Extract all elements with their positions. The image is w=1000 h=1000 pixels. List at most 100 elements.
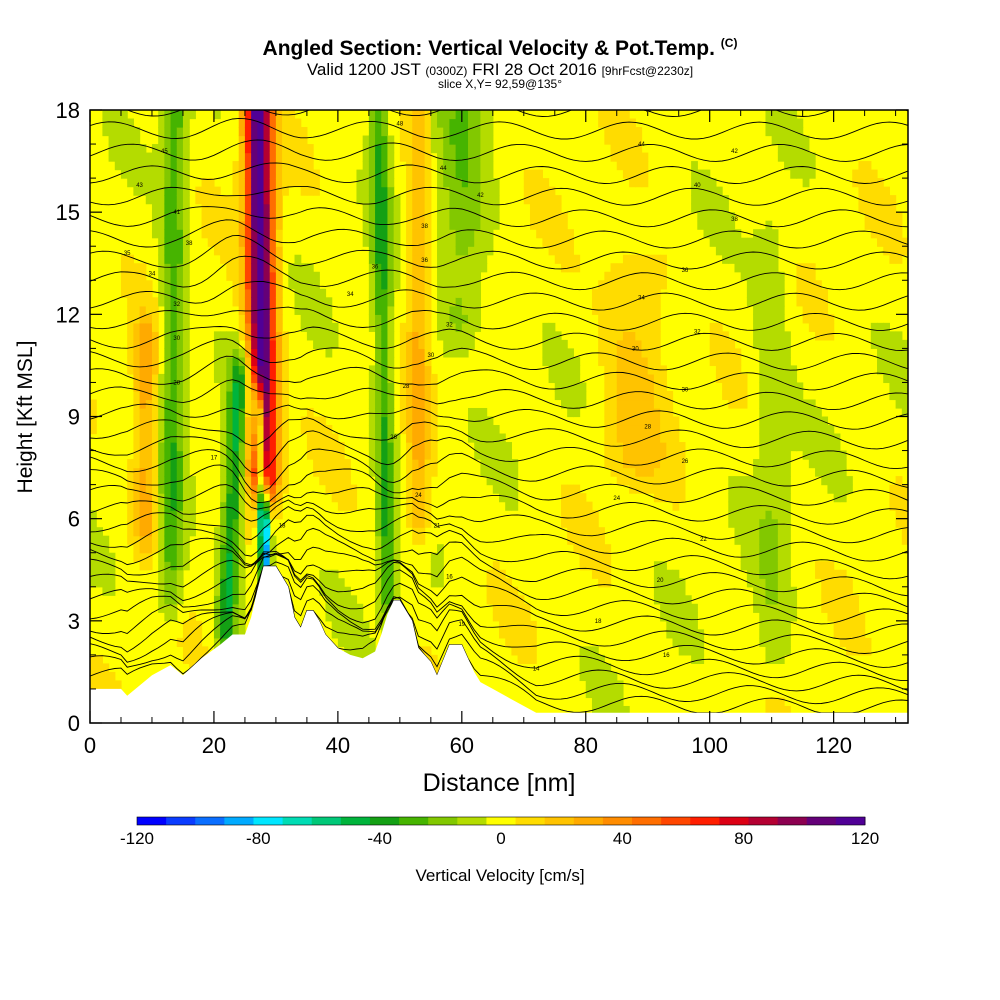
velocity-cell — [746, 254, 754, 264]
velocity-cell — [182, 203, 190, 213]
velocity-cell — [672, 493, 680, 503]
velocity-cell — [430, 663, 438, 673]
velocity-cell — [350, 493, 358, 503]
velocity-cell — [170, 169, 178, 179]
velocity-cell — [746, 476, 754, 486]
velocity-cell — [399, 144, 407, 154]
velocity-cell — [275, 382, 283, 392]
velocity-cell — [815, 288, 822, 298]
velocity-cell — [182, 382, 190, 392]
velocity-cell — [728, 246, 736, 256]
velocity-cell — [182, 229, 190, 239]
velocity-cell — [145, 442, 153, 452]
colorbar-label: Vertical Velocity [cm/s] — [415, 866, 584, 885]
velocity-cell — [139, 305, 147, 315]
velocity-cell — [771, 544, 779, 554]
velocity-cell — [244, 501, 252, 511]
velocity-cell — [244, 484, 252, 494]
velocity-cell — [90, 663, 97, 673]
velocity-cell — [406, 144, 413, 154]
velocity-cell — [771, 322, 779, 332]
isentrope-label: 28 — [403, 384, 410, 390]
velocity-cell — [232, 493, 240, 503]
velocity-cell — [734, 356, 742, 367]
velocity-cell — [108, 110, 116, 120]
velocity-cell — [759, 356, 767, 367]
velocity-cell — [306, 297, 314, 307]
velocity-cell — [499, 586, 506, 596]
velocity-cell — [182, 501, 190, 511]
velocity-cell — [461, 178, 469, 188]
velocity-cell — [728, 212, 736, 222]
velocity-cell — [220, 442, 227, 452]
velocity-cell — [610, 339, 618, 349]
velocity-cell — [660, 399, 667, 409]
velocity-cell — [244, 314, 252, 324]
velocity-cell — [331, 322, 339, 332]
velocity-cell — [263, 305, 271, 315]
velocity-cell — [846, 603, 853, 613]
velocity-cell — [170, 382, 178, 392]
isentrope-line — [90, 565, 908, 692]
velocity-cell — [585, 671, 593, 682]
velocity-cell — [771, 646, 779, 656]
velocity-cell — [827, 612, 835, 622]
colorbar-swatch — [137, 817, 167, 825]
velocity-cell — [337, 612, 345, 622]
velocity-cell — [653, 586, 661, 596]
velocity-cell — [765, 297, 773, 307]
velocity-cell — [170, 501, 178, 511]
velocity-cell — [424, 433, 432, 443]
velocity-cell — [734, 237, 742, 247]
velocity-cell — [90, 407, 97, 418]
velocity-cell — [722, 254, 729, 264]
velocity-cell — [517, 629, 525, 639]
velocity-cell — [808, 416, 816, 426]
velocity-cell — [251, 407, 258, 418]
velocity-cell — [753, 288, 760, 298]
velocity-cell — [722, 212, 729, 222]
velocity-cell — [622, 365, 630, 375]
velocity-cell — [635, 263, 643, 273]
velocity-cell — [263, 348, 271, 358]
velocity-cell — [808, 450, 816, 460]
velocity-cell — [839, 620, 847, 630]
colorbar-swatch — [428, 817, 458, 825]
isentrope-label: 28 — [644, 425, 651, 431]
velocity-cell — [406, 425, 413, 435]
velocity-cell — [746, 544, 754, 554]
velocity-cell — [350, 637, 358, 647]
velocity-cell — [660, 493, 667, 503]
isentrope-line — [90, 484, 908, 525]
velocity-cell — [480, 144, 488, 154]
velocity-cell — [641, 263, 649, 273]
velocity-cell — [418, 127, 426, 137]
velocity-cell — [784, 331, 791, 341]
velocity-cell — [406, 416, 413, 426]
velocity-cell — [238, 229, 246, 239]
velocity-cell — [765, 450, 773, 460]
velocity-cell — [344, 459, 351, 469]
velocity-cell — [759, 637, 767, 647]
velocity-cell — [294, 271, 302, 281]
velocity-cell — [455, 169, 463, 179]
velocity-cell — [158, 467, 165, 477]
velocity-cell — [170, 254, 178, 264]
velocity-cell — [164, 612, 172, 622]
velocity-cell — [170, 229, 178, 239]
velocity-cell — [139, 510, 147, 520]
velocity-cell — [418, 271, 426, 281]
velocity-cell — [269, 229, 277, 239]
velocity-cell — [145, 467, 153, 477]
velocity-cell — [895, 212, 903, 222]
velocity-cell — [629, 442, 636, 452]
velocity-cell — [151, 442, 159, 452]
velocity-cell — [443, 297, 451, 307]
velocity-cell — [622, 254, 630, 264]
velocity-cell — [759, 561, 767, 571]
velocity-cell — [560, 263, 568, 273]
velocity-cell — [424, 263, 432, 273]
velocity-cell — [226, 501, 234, 511]
velocity-cell — [331, 433, 339, 443]
velocity-cell — [158, 229, 165, 239]
